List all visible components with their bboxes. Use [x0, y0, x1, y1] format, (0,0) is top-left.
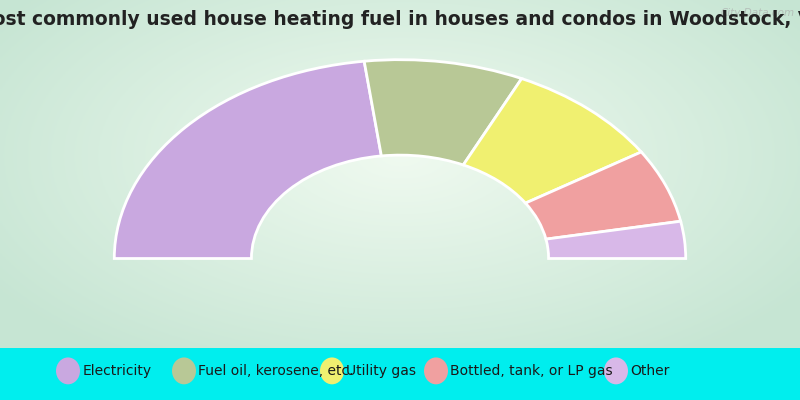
Ellipse shape	[172, 358, 196, 384]
Wedge shape	[114, 61, 382, 258]
Text: Electricity: Electricity	[82, 364, 151, 378]
Ellipse shape	[56, 358, 80, 384]
Text: Utility gas: Utility gas	[346, 364, 416, 378]
Ellipse shape	[320, 358, 344, 384]
Ellipse shape	[424, 358, 448, 384]
Text: Bottled, tank, or LP gas: Bottled, tank, or LP gas	[450, 364, 613, 378]
Ellipse shape	[604, 358, 628, 384]
Wedge shape	[526, 152, 681, 239]
Wedge shape	[546, 221, 686, 258]
Wedge shape	[364, 60, 522, 165]
Text: Other: Other	[630, 364, 670, 378]
Text: City-Data.com: City-Data.com	[720, 8, 794, 18]
Text: Fuel oil, kerosene, etc.: Fuel oil, kerosene, etc.	[198, 364, 354, 378]
Text: Most commonly used house heating fuel in houses and condos in Woodstock, VA: Most commonly used house heating fuel in…	[0, 10, 800, 29]
Wedge shape	[463, 78, 642, 203]
